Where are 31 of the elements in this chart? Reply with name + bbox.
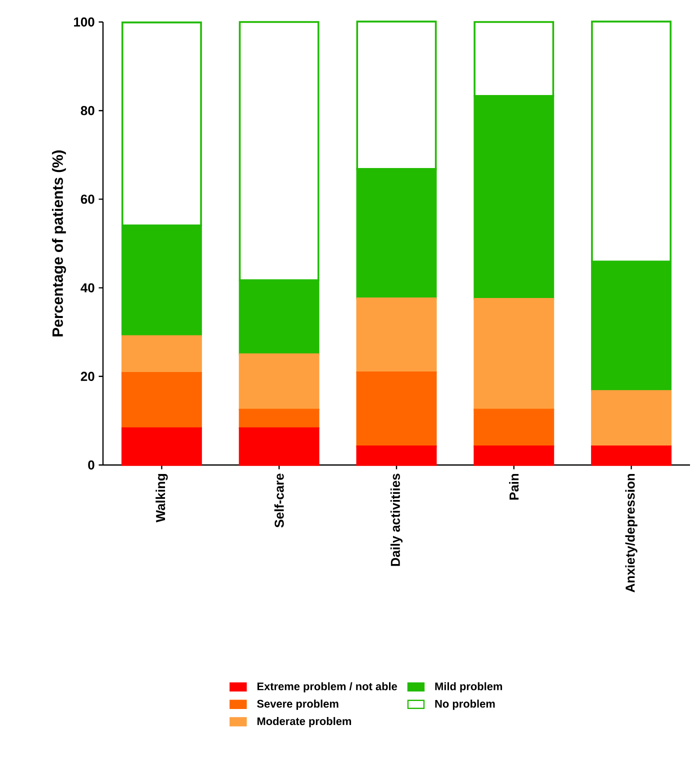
bar [121,335,202,374]
x-tick-label: Self-care [274,474,284,528]
bar [238,408,320,430]
bar [356,298,437,374]
bar [121,427,202,466]
legend-label: Mild problem [435,682,502,692]
legend-label: Severe problem [257,700,338,710]
y-tick-label: 80 [80,106,94,116]
y-tick-label: 100 [74,17,94,27]
bar [356,372,437,448]
y-tick-label: 20 [80,372,94,381]
bar [591,445,672,466]
x-tick-label: Anxiety/depression [625,474,638,592]
bar [474,408,554,448]
legend-label: Extreme problem / not able [257,682,398,692]
x-tick-label: Daily activitiies [390,474,403,566]
x-tick-label: Walking [156,474,168,522]
x-tick-label: Pain [509,474,519,500]
bar [238,427,320,466]
bar [474,445,554,466]
y-axis-title: Percentage of patients (%) [52,150,66,336]
bar [474,298,554,411]
y-tick-label: 60 [80,194,94,204]
legend-label: No problem [435,700,495,710]
y-tick-label: 40 [80,283,94,292]
bar [356,445,437,466]
y-tick-label: 0 [88,460,94,470]
bar [591,390,672,448]
legend-label: Moderate problem [257,717,352,728]
bar [121,372,202,430]
bar [238,353,320,411]
